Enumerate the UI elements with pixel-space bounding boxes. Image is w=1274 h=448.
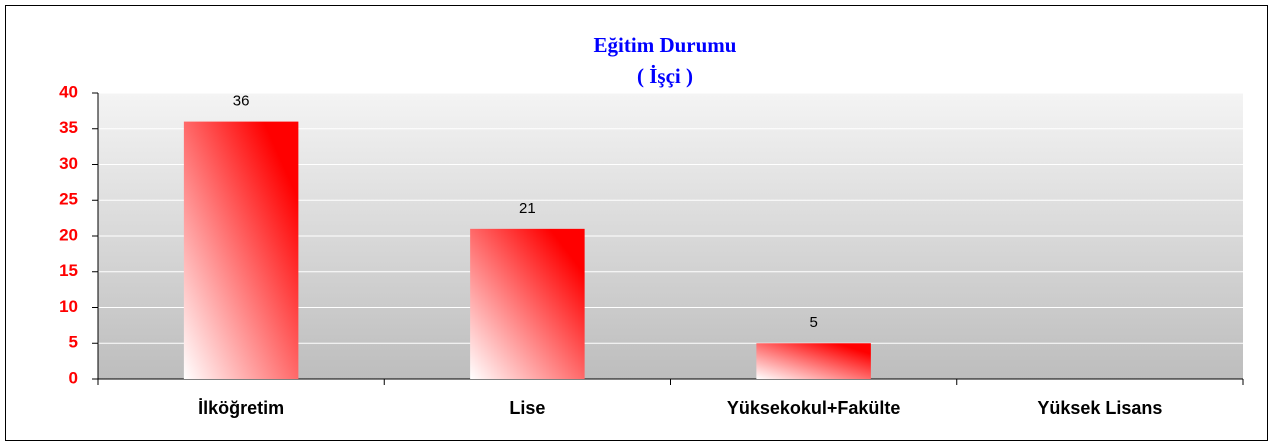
y-tick-label: 25: [59, 190, 78, 209]
value-label: 21: [519, 200, 536, 217]
value-label: 36: [233, 93, 250, 110]
y-tick-label: 10: [59, 297, 78, 316]
bar: [470, 228, 585, 379]
bar: [183, 121, 299, 379]
x-tick-label: Yüksek Lisans: [1037, 398, 1162, 418]
y-tick-label: 20: [59, 225, 78, 244]
bar: [756, 343, 871, 379]
x-tick-label: Yüksekokul+Fakülte: [727, 398, 901, 418]
y-tick-label: 15: [59, 261, 78, 280]
y-tick-label: 35: [59, 118, 78, 137]
y-tick-label: 5: [69, 333, 78, 352]
value-label: 5: [809, 314, 817, 331]
y-tick-label: 30: [59, 154, 78, 173]
y-tick-label: 40: [59, 82, 78, 101]
x-tick-label: İlköğretim: [198, 398, 284, 418]
x-tick-label: Lise: [509, 398, 545, 418]
chart-title: Eğitim Durumu: [594, 33, 737, 57]
y-tick-label: 0: [69, 368, 78, 387]
chart-subtitle: ( İşçi ): [637, 64, 693, 88]
